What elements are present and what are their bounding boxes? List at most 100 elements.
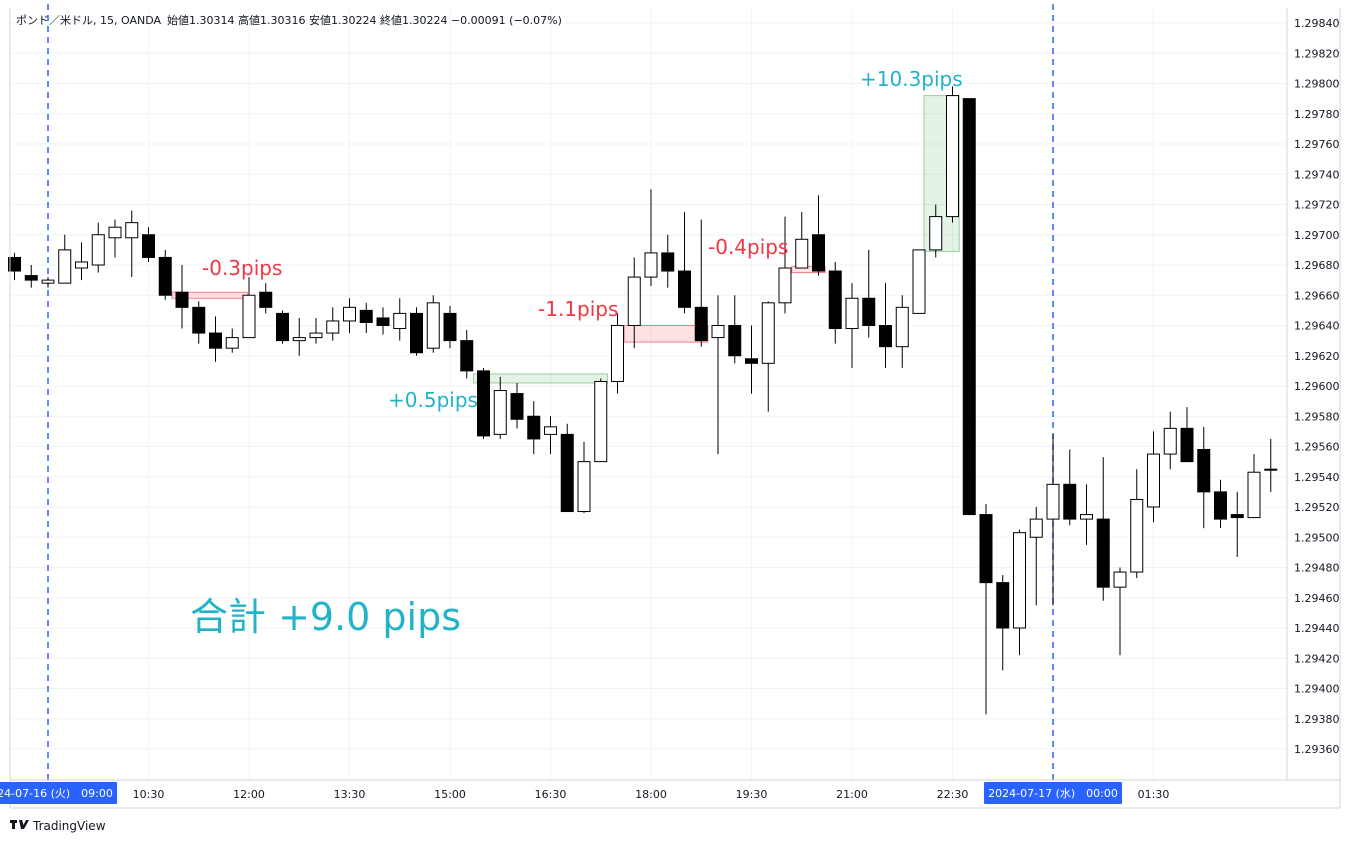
candle[interactable] (175, 265, 189, 329)
time-tick-label: 10:30 (133, 788, 165, 801)
candle-body-down (1096, 518, 1110, 588)
candle[interactable] (862, 249, 876, 338)
symbol-title[interactable]: ポンド／米ドル, 15, OANDA (16, 14, 161, 27)
candle[interactable] (795, 212, 809, 269)
candle[interactable] (91, 222, 105, 273)
candle-body-up (627, 276, 641, 327)
candle[interactable] (158, 249, 172, 300)
candle[interactable] (929, 204, 943, 258)
candle[interactable] (493, 376, 507, 439)
candle[interactable] (1180, 407, 1194, 463)
candle[interactable] (1029, 507, 1043, 606)
candle[interactable] (376, 307, 390, 335)
candle[interactable] (242, 277, 256, 339)
candle-body-down (828, 270, 842, 330)
candle[interactable] (1063, 449, 1077, 526)
candle-body-up (1147, 453, 1160, 508)
tradingview-brand[interactable]: TradingView (32, 819, 106, 833)
session-date-badge[interactable] (984, 782, 1122, 804)
candle[interactable] (1230, 491, 1244, 557)
candle[interactable] (560, 423, 574, 513)
candle[interactable] (292, 317, 306, 356)
candle[interactable] (728, 295, 742, 364)
candle[interactable] (125, 210, 139, 278)
candle[interactable] (644, 189, 658, 287)
candle-body-up (343, 306, 356, 322)
candle[interactable] (1214, 479, 1227, 529)
candle[interactable] (778, 216, 792, 314)
candle-body-up (41, 279, 55, 284)
candle-body-down (1214, 491, 1227, 520)
candle[interactable] (41, 277, 55, 288)
candle[interactable] (393, 298, 407, 341)
candle[interactable] (8, 252, 21, 281)
candle[interactable] (225, 328, 239, 353)
candle[interactable] (309, 317, 323, 344)
candle[interactable] (1046, 434, 1060, 606)
candle[interactable] (510, 382, 524, 429)
candle[interactable] (577, 441, 591, 514)
candle[interactable] (343, 298, 356, 334)
candle[interactable] (259, 283, 273, 314)
symbol-legend[interactable]: ポンド／米ドル, 15, OANDA 始値1.30314 高値1.30316 安値… (16, 13, 562, 27)
candle[interactable] (527, 401, 541, 455)
candles[interactable] (8, 86, 1278, 715)
candle[interactable] (1163, 411, 1177, 470)
candle[interactable] (962, 98, 976, 516)
candle[interactable] (1147, 431, 1160, 523)
price-axis[interactable]: 1.29840 1.29820 1.29800 1.29780 1.29760 1.297… (1294, 17, 1340, 756)
candle[interactable] (142, 227, 155, 262)
candle[interactable] (1113, 567, 1127, 656)
candle-body-up (75, 261, 88, 269)
candle[interactable] (477, 367, 490, 439)
time-tick-label: 15:00 (434, 788, 466, 801)
candle[interactable] (912, 249, 926, 314)
candle[interactable] (946, 86, 959, 223)
candle[interactable] (326, 307, 340, 341)
candle[interactable] (828, 261, 842, 344)
candle[interactable] (879, 283, 892, 368)
candle[interactable] (410, 307, 423, 356)
candle[interactable] (460, 330, 474, 379)
candle[interactable] (1264, 438, 1278, 492)
candle[interactable] (627, 257, 641, 349)
candle[interactable] (24, 265, 38, 288)
session-date-badge[interactable] (0, 782, 117, 804)
candle[interactable] (979, 503, 993, 715)
candle[interactable] (678, 212, 691, 314)
tradingview-logo-icon[interactable] (10, 820, 29, 829)
candle[interactable] (845, 283, 859, 368)
candle[interactable] (209, 316, 222, 362)
candle[interactable] (895, 295, 909, 368)
time-axis[interactable]: 07:3010:3012:0013:3015:0016:3018:0019:30… (0, 782, 1169, 804)
candle[interactable] (276, 310, 289, 344)
candle[interactable] (75, 242, 88, 281)
candle[interactable] (594, 378, 608, 463)
candle-body-down (276, 312, 289, 342)
candle[interactable] (611, 313, 624, 394)
candle[interactable] (745, 325, 758, 394)
candle[interactable] (1130, 469, 1144, 579)
candle[interactable] (1096, 457, 1110, 601)
candle[interactable] (443, 305, 457, 349)
candle[interactable] (1247, 454, 1261, 519)
candle[interactable] (108, 219, 122, 258)
candle[interactable] (359, 302, 373, 334)
candle[interactable] (711, 295, 725, 455)
candle[interactable] (192, 301, 206, 344)
candle[interactable] (761, 301, 775, 412)
candle[interactable] (426, 295, 440, 353)
candle[interactable] (1013, 529, 1026, 656)
candle[interactable] (661, 234, 675, 288)
candle[interactable] (1080, 484, 1093, 545)
candle[interactable] (812, 195, 825, 276)
candle[interactable] (1197, 426, 1211, 529)
candle[interactable] (694, 219, 708, 347)
candle[interactable] (996, 575, 1010, 671)
candle[interactable] (58, 234, 72, 284)
candle-body-down (1197, 449, 1211, 493)
candle-body-down (1063, 483, 1077, 520)
candle[interactable] (544, 416, 557, 455)
